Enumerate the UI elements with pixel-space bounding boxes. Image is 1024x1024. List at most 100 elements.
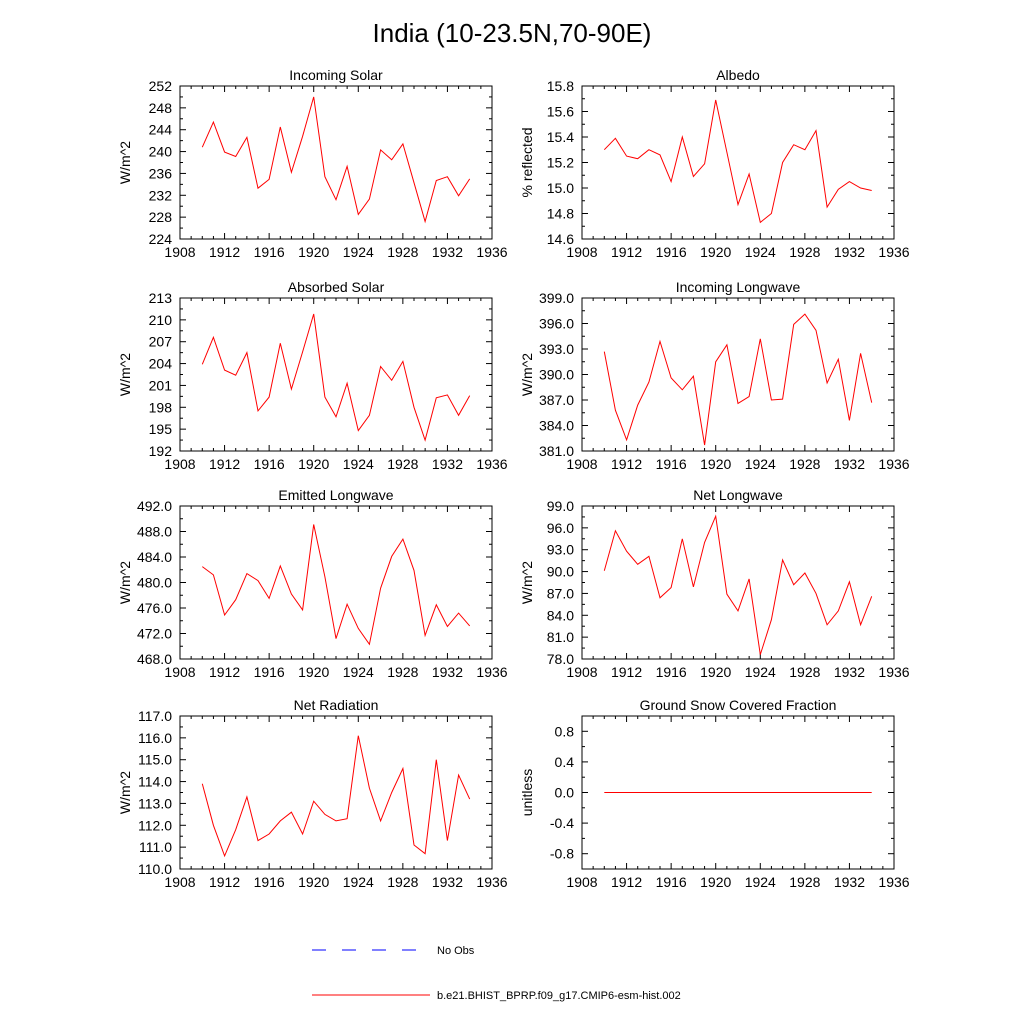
incoming-solar-xtick-label: 1932 [432,244,463,260]
absorbed-solar-ytick-label: 201 [149,377,173,393]
ground-snow-covered-fraction-ytick-label: -0.8 [550,846,574,862]
incoming-solar-xtick-label: 1916 [254,244,285,260]
emitted-longwave-xtick-label: 1912 [209,664,240,680]
legend: No Obs b.e21.BHIST_BPRP.f09_g17.CMIP6-es… [312,945,681,1002]
net-radiation-xtick-label: 1936 [476,874,507,890]
absorbed-solar-ytick-label: 210 [149,312,173,328]
net-longwave-ytick-label: 99.0 [547,498,574,514]
panel-albedo: Albedo % reflected 1908 1912 1916 1920 1924 192… [519,67,910,260]
net-longwave-xtick-label: 1932 [834,664,865,680]
incoming-longwave-ytick-label: 399.0 [539,290,574,306]
net-radiation-ytick-label: 113.0 [138,795,172,811]
incoming-solar-xtick-label: 1924 [343,244,374,260]
ground-snow-covered-fraction-xtick-label: 1916 [656,874,687,890]
absorbed-solar-xtick-label: 1932 [432,456,463,472]
panel-incoming-longwave: Incoming Longwave W/m^2 1908 1912 1916 1920 19… [519,279,910,472]
absorbed-solar-xtick-label: 1912 [209,456,240,472]
emitted-longwave-xtick-label: 1928 [387,664,418,680]
ground-snow-covered-fraction-ytick-label: -0.4 [550,815,574,831]
absorbed-solar-xtick-label: 1924 [343,456,374,472]
ground-snow-covered-fraction-ylabel: unitless [519,769,535,816]
net-longwave-ytick-label: 78.0 [547,651,574,667]
emitted-longwave-ytick-label: 468.0 [137,651,172,667]
emitted-longwave-ytick-label: 476.0 [137,600,172,616]
absorbed-solar-xtick-label: 1936 [476,456,507,472]
incoming-longwave-xtick-label: 1920 [700,456,731,472]
incoming-solar-ytick-label: 252 [149,78,173,94]
incoming-longwave-ytick-label: 390.0 [539,367,574,383]
albedo-ytick-label: 15.4 [547,129,574,145]
emitted-longwave-ytick-label: 488.0 [137,524,172,540]
ground-snow-covered-fraction-xtick-label: 1924 [745,874,776,890]
emitted-longwave-series-line [202,524,471,646]
albedo-ytick-label: 14.8 [547,206,574,222]
ground-snow-covered-fraction-xtick-label: 1932 [834,874,865,890]
incoming-longwave-xtick-label: 1932 [834,456,865,472]
net-radiation-xtick-label: 1928 [387,874,418,890]
net-radiation-xtick-label: 1924 [343,874,374,890]
incoming-solar-ytick-label: 248 [149,100,173,116]
net-radiation-ytick-label: 117.0 [138,708,172,724]
albedo-xtick-label: 1924 [745,244,776,260]
panel-net-radiation: Net Radiation W/m^2 1908 1912 1916 1920 1924 19… [117,697,508,890]
incoming-longwave-ytick-label: 393.0 [539,341,574,357]
albedo-ytick-label: 14.6 [547,231,574,247]
absorbed-solar-ytick-label: 195 [149,421,173,437]
incoming-solar-xtick-label: 1936 [476,244,507,260]
figure-title: India (10-23.5N,70-90E) [373,18,652,48]
albedo-ytick-label: 15.2 [547,155,574,171]
emitted-longwave-ytick-label: 480.0 [137,575,172,591]
albedo-ytick-label: 15.6 [547,104,574,120]
albedo-xtick-label: 1936 [878,244,909,260]
net-longwave-ytick-label: 84.0 [547,607,574,623]
emitted-longwave-xtick-label: 1908 [164,664,195,680]
ground-snow-covered-fraction-title: Ground Snow Covered Fraction [640,697,837,713]
ground-snow-covered-fraction-xtick-label: 1928 [789,874,820,890]
panel-net-longwave: Net Longwave W/m^2 1908 1912 1916 1920 1924 192… [519,487,910,680]
net-radiation-ylabel: W/m^2 [117,771,133,814]
net-longwave-xtick-label: 1908 [566,664,597,680]
net-radiation-xtick-label: 1908 [164,874,195,890]
absorbed-solar-ytick-label: 198 [149,399,173,415]
emitted-longwave-ylabel: W/m^2 [117,561,133,604]
net-radiation-xtick-label: 1916 [254,874,285,890]
albedo-ytick-label: 15.0 [547,180,574,196]
albedo-xtick-label: 1916 [656,244,687,260]
net-radiation-xtick-label: 1920 [298,874,329,890]
ground-snow-covered-fraction-xtick-label: 1936 [878,874,909,890]
absorbed-solar-xtick-label: 1916 [254,456,285,472]
net-radiation-series-line [201,735,471,858]
incoming-longwave-ytick-label: 381.0 [539,443,574,459]
incoming-longwave-ylabel: W/m^2 [519,353,535,396]
incoming-solar-xtick-label: 1920 [298,244,329,260]
net-longwave-xtick-label: 1936 [878,664,909,680]
incoming-longwave-xtick-label: 1928 [789,456,820,472]
incoming-solar-xtick-label: 1908 [164,244,195,260]
net-radiation-ytick-label: 111.0 [139,839,172,855]
emitted-longwave-xtick-label: 1920 [298,664,329,680]
panel-emitted-longwave: Emitted Longwave W/m^2 1908 1912 1916 1920 192… [117,487,508,680]
incoming-solar-ylabel: W/m^2 [117,141,133,184]
legend-label-model: b.e21.BHIST_BPRP.f09_g17.CMIP6-esm-hist.… [437,990,681,1002]
absorbed-solar-ytick-label: 207 [149,334,173,350]
net-longwave-xtick-label: 1924 [745,664,776,680]
albedo-title: Albedo [716,67,760,83]
incoming-solar-series-line [201,96,471,224]
panel-absorbed-solar: Absorbed Solar W/m^2 1908 1912 1916 1920 1924 1… [117,279,508,472]
albedo-ytick-label: 15.8 [547,78,574,94]
absorbed-solar-ylabel: W/m^2 [117,353,133,396]
incoming-longwave-ytick-label: 396.0 [539,316,574,332]
panel-incoming-solar: Incoming Solar W/m^2 1908 1912 1916 1920 1924 1… [117,67,508,260]
albedo-ylabel: % reflected [519,127,535,197]
net-radiation-xtick-label: 1912 [209,874,240,890]
net-radiation-ytick-label: 114.0 [138,774,172,790]
incoming-solar-xtick-label: 1928 [387,244,418,260]
incoming-longwave-ytick-label: 387.0 [539,392,574,408]
net-radiation-title: Net Radiation [294,697,379,713]
absorbed-solar-ytick-label: 204 [149,356,173,372]
absorbed-solar-xtick-label: 1920 [298,456,329,472]
emitted-longwave-ytick-label: 484.0 [137,549,172,565]
legend-label-no-obs: No Obs [437,945,475,957]
